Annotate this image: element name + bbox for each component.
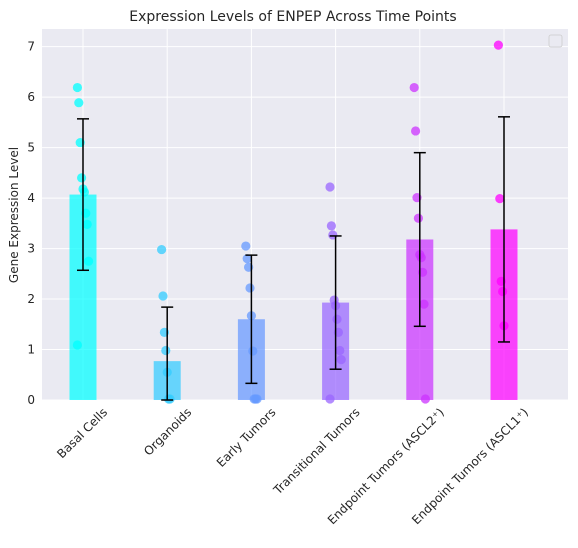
data-point: [158, 291, 168, 301]
data-point: [413, 213, 423, 223]
x-tick-label: Organoids: [141, 405, 194, 458]
data-point: [245, 283, 255, 293]
y-tick-label: 7: [27, 40, 35, 54]
data-point: [325, 182, 335, 192]
x-tick-labels: Basal Cells Organoids Early TumorsTransiti…: [54, 405, 531, 527]
y-tick-label: 5: [27, 141, 35, 155]
data-point: [84, 256, 94, 266]
data-point: [498, 286, 508, 297]
data-point: [409, 82, 419, 93]
data-point: [495, 194, 505, 204]
legend-box: [548, 34, 563, 48]
y-axis-title: Gene Expression Level: [7, 147, 21, 283]
data-point: [411, 126, 421, 136]
data-point: [241, 241, 251, 251]
data-point: [420, 394, 430, 404]
data-point: [161, 345, 171, 356]
data-point: [248, 346, 258, 356]
data-point: [326, 221, 336, 231]
data-point: [335, 345, 345, 356]
data-point: [157, 244, 167, 255]
data-point: [72, 340, 82, 350]
data-point: [82, 219, 92, 229]
y-tick-label: 3: [27, 242, 35, 256]
error-bars: [77, 116, 510, 401]
data-point: [74, 98, 84, 108]
y-tick-label: 0: [27, 393, 35, 407]
plot-background: [42, 29, 568, 400]
data-point: [419, 299, 429, 309]
data-point: [336, 355, 346, 365]
data-point: [242, 254, 252, 264]
x-tick-label: Early Tumors: [214, 405, 279, 470]
x-tick-label: Transitional Tumors: [270, 405, 363, 498]
data-point: [493, 40, 503, 50]
data-point: [416, 253, 426, 263]
y-tick-label: 1: [27, 343, 35, 357]
y-tick-label: 6: [27, 90, 35, 104]
data-point: [332, 314, 342, 324]
data-point: [252, 394, 262, 404]
data-point: [325, 394, 335, 404]
data-point: [77, 173, 87, 183]
chart-title: Expression Levels of ENPEP Across Time P…: [129, 9, 456, 25]
x-tick-label: Basal Cells: [54, 405, 110, 461]
y-tick-label: 2: [27, 292, 35, 306]
y-tick-labels: 0 1 2 3 4 5 6 7: [27, 40, 35, 407]
data-point: [72, 82, 82, 93]
data-point: [79, 187, 89, 197]
y-tick-label: 4: [27, 191, 35, 205]
